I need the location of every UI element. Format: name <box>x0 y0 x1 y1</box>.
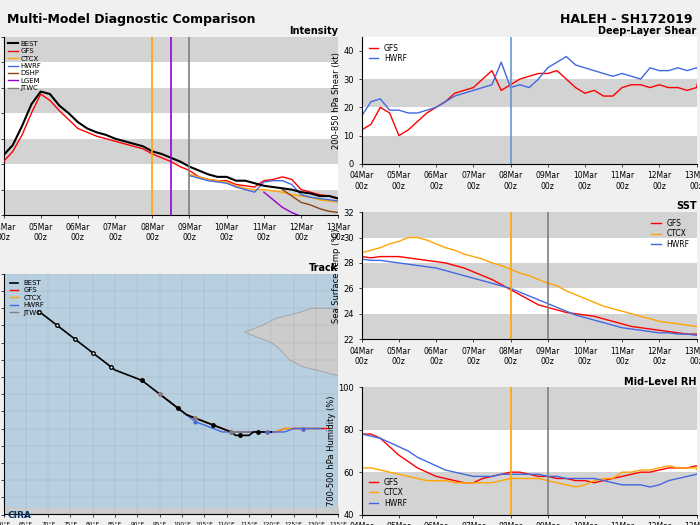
Bar <box>362 79 696 107</box>
Y-axis label: 700-500 hPa Humidity (%): 700-500 hPa Humidity (%) <box>327 396 335 506</box>
Bar <box>362 212 696 237</box>
Bar <box>362 237 696 263</box>
Text: Multi-Model Diagnostic Comparison: Multi-Model Diagnostic Comparison <box>7 13 256 26</box>
Text: SST: SST <box>676 201 696 212</box>
Bar <box>4 88 338 113</box>
Y-axis label: 200-850 hPa Shear (kt): 200-850 hPa Shear (kt) <box>332 52 341 149</box>
Text: CIRA: CIRA <box>7 511 31 520</box>
Bar <box>4 190 338 215</box>
Text: Track: Track <box>309 263 338 273</box>
Bar <box>4 113 338 139</box>
Bar <box>362 387 696 430</box>
Bar <box>362 135 696 164</box>
Bar <box>362 288 696 314</box>
Bar <box>362 472 696 514</box>
Polygon shape <box>244 308 423 394</box>
Legend: GFS, HWRF: GFS, HWRF <box>365 40 410 66</box>
Bar <box>362 314 696 339</box>
Text: HALEH - SH172019: HALEH - SH172019 <box>561 13 693 26</box>
Bar <box>362 263 696 288</box>
Y-axis label: Sea Surface Temp (°C): Sea Surface Temp (°C) <box>332 228 341 323</box>
Legend: BEST, GFS, CTCX, HWRF, JTWC: BEST, GFS, CTCX, HWRF, JTWC <box>7 277 48 318</box>
Text: Mid-Level RH: Mid-Level RH <box>624 376 696 386</box>
Bar <box>4 62 338 88</box>
Legend: GFS, CTCX, HWRF: GFS, CTCX, HWRF <box>365 475 410 511</box>
Bar <box>4 164 338 190</box>
Bar <box>362 51 696 79</box>
Legend: GFS, CTCX, HWRF: GFS, CTCX, HWRF <box>648 216 693 252</box>
Bar <box>4 139 338 164</box>
Bar <box>4 37 338 62</box>
Legend: BEST, GFS, CTCX, HWRF, DSHP, LGEM, JTWC: BEST, GFS, CTCX, HWRF, DSHP, LGEM, JTWC <box>7 40 42 92</box>
Text: Deep-Layer Shear: Deep-Layer Shear <box>598 26 696 36</box>
Bar <box>362 107 696 135</box>
Text: Intensity: Intensity <box>289 26 338 36</box>
Bar <box>362 430 696 472</box>
